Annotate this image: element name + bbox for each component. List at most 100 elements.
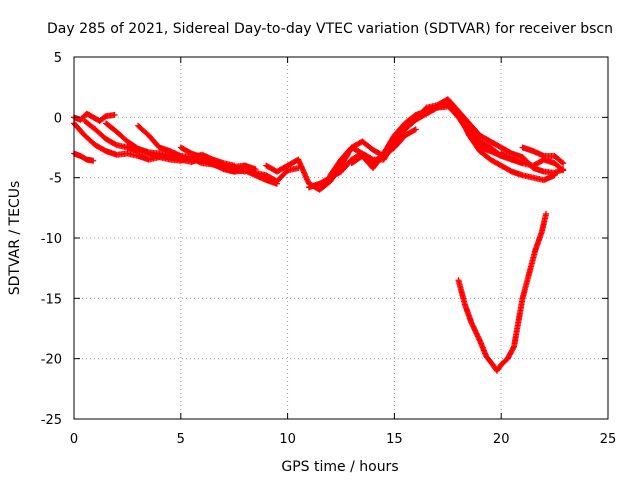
data-point [470,321,472,324]
data-point [169,158,171,161]
data-point [126,152,128,155]
data-point [137,148,139,150]
data-point [233,165,235,167]
data-point [489,158,492,161]
data-point [113,114,116,116]
data-point [148,134,150,137]
data-point [425,113,428,115]
data-point [393,140,395,143]
y-tick-label: 5 [54,51,62,66]
data-point [116,144,118,146]
data-point [361,155,363,157]
data-point [158,152,161,155]
data-point [468,122,470,124]
grid-lines [74,57,608,419]
data-point [457,110,460,112]
data-point [425,107,428,109]
data-point [319,189,321,191]
y-tick-label: -25 [41,413,62,428]
data-point [543,179,545,181]
data-point [361,140,363,143]
data-point [489,150,492,152]
data-point [554,172,556,174]
data-point [169,150,171,152]
data-point [404,128,406,130]
data-point [265,179,267,181]
y-tick-label: -10 [41,232,62,247]
data-point [126,146,128,149]
x-tick-label: 15 [386,432,403,447]
data-point [436,104,438,106]
data-point [479,134,481,137]
data-point [517,321,519,324]
data-point [105,122,107,124]
data-point [511,158,513,161]
data-point [562,162,564,164]
data-point [383,158,385,161]
data-point [485,355,487,357]
data-point [265,165,267,167]
data-point [340,165,342,167]
data-point [244,169,246,172]
data-point [489,146,492,149]
data-point [297,167,299,169]
data-point [233,171,235,173]
data-point [500,152,502,155]
data-point [372,162,374,164]
data-point [254,168,257,170]
data-point [105,138,107,140]
satellite-track-14 [519,144,567,167]
data-point [92,160,94,162]
data-point [297,158,299,161]
data-point [393,134,395,137]
data-point [105,150,107,152]
data-point [287,165,289,167]
data-point [351,162,353,164]
data-point [92,116,94,118]
data-point [404,122,406,124]
data-point [554,162,556,164]
data-point [222,168,225,170]
data-point [468,134,470,137]
data-point [190,152,193,155]
data-point [521,174,524,176]
data-point [201,162,203,164]
data-point [541,231,543,233]
data-point [79,119,82,121]
data-point [84,120,86,122]
data-point [500,165,502,167]
chart-title: Day 285 of 2021, Sidereal Day-to-day VTE… [47,21,613,37]
data-point [521,156,524,158]
y-tick-label: -5 [49,172,62,187]
data-point [351,146,353,149]
data-point [511,171,513,173]
data-point [105,115,107,117]
data-point [329,180,331,182]
data-point [496,370,498,372]
data-point [212,162,214,164]
data-point [180,146,182,149]
data-point [447,98,449,100]
data-point [137,155,139,157]
x-axis-label: GPS time / hours [281,459,398,475]
data-point [244,165,246,167]
data-point [276,180,278,182]
data-point [562,169,564,172]
data-point [532,177,534,179]
data-point [532,165,534,167]
data-point [492,364,494,366]
satellite-track-7 [177,144,302,185]
data-point [543,171,545,173]
data-point [276,171,278,173]
data-point [479,150,481,152]
data-point [511,152,513,155]
x-tick-label: 5 [177,432,185,447]
y-axis-label: SDTVAR / TECUs [7,181,23,296]
data-point [545,213,547,215]
data-point [79,155,82,157]
data-point [201,156,203,158]
data-point [351,158,353,161]
data-point [265,174,267,176]
data-point [415,119,417,121]
